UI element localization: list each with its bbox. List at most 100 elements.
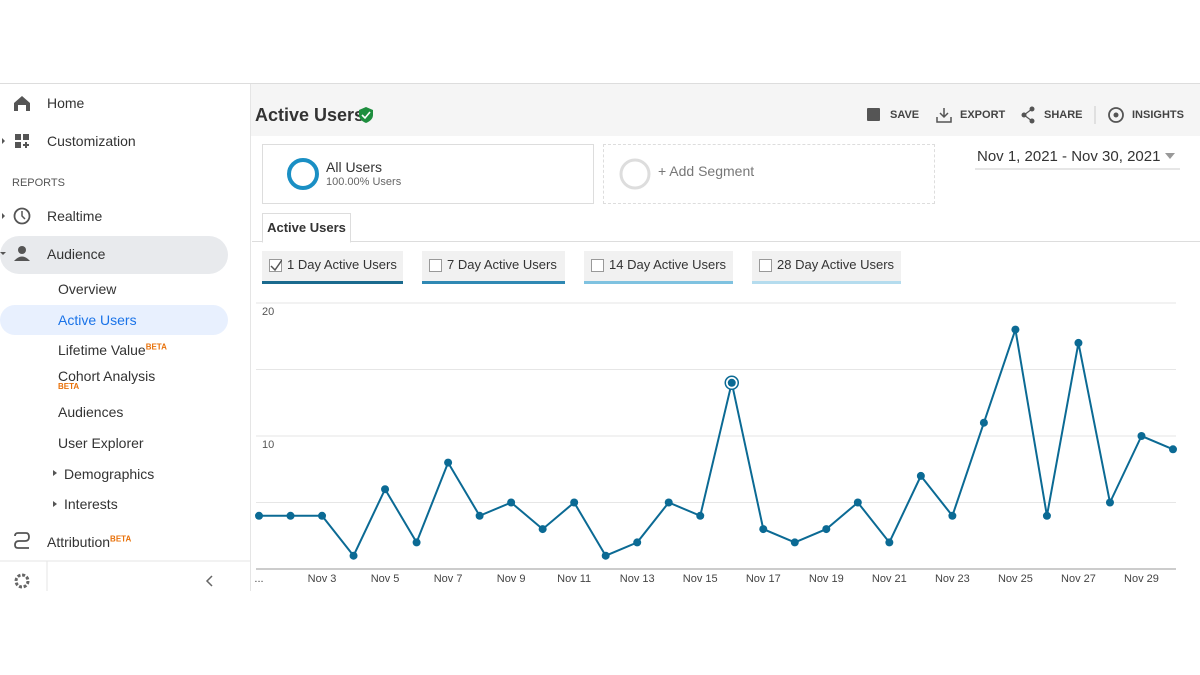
export-icon[interactable]	[936, 108, 952, 123]
checkbox[interactable]	[759, 259, 772, 272]
data-point	[853, 498, 862, 507]
add-segment[interactable]: + Add Segment	[603, 144, 935, 204]
y-tick-label: 20	[262, 306, 274, 318]
segment-card[interactable]: All Users 100.00% Users	[262, 144, 594, 204]
nav-subitem[interactable]: Audiences	[58, 404, 124, 420]
nav-subitem[interactable]: User Explorer	[58, 435, 144, 451]
data-point	[538, 525, 547, 534]
x-tick-label: Nov 5	[371, 573, 400, 585]
x-tick-label: Nov 7	[434, 573, 463, 585]
x-tick-label: ...	[254, 573, 263, 585]
dropdown-caret	[1165, 153, 1175, 159]
beta-badge: BETA	[145, 342, 167, 352]
save-icon[interactable]	[867, 108, 880, 121]
data-point	[286, 511, 295, 520]
settings-icon[interactable]	[14, 573, 30, 589]
collapse-icon[interactable]	[205, 575, 213, 587]
x-tick-label: Nov 27	[1061, 573, 1096, 585]
beta-badge: BETA	[58, 382, 80, 391]
nav-subitem[interactable]: Cohort Analysis	[58, 368, 156, 384]
x-tick-label: Nov 17	[746, 573, 781, 585]
data-point	[318, 511, 327, 520]
segment-name: All Users	[326, 159, 383, 175]
metric-toggle[interactable]: 14 Day Active Users	[584, 251, 733, 284]
caret	[0, 252, 6, 255]
nav-item[interactable]: Realtime	[47, 208, 103, 224]
insights-icon[interactable]	[1108, 107, 1124, 123]
save-button[interactable]: SAVE	[890, 109, 920, 121]
nav-subitem[interactable]: Demographics	[64, 466, 155, 482]
nav-item[interactable]: AttributionBETA	[47, 534, 131, 550]
series-line	[259, 329, 1174, 558]
customization-icon	[15, 134, 29, 148]
nav-subitem[interactable]: Active Users	[58, 312, 137, 328]
add-segment-label: + Add Segment	[658, 163, 755, 179]
data-point	[727, 378, 736, 387]
nav-item[interactable]: Home	[47, 95, 85, 111]
caret	[53, 470, 57, 476]
x-tick-label: Nov 13	[620, 573, 655, 585]
segment-ring	[287, 158, 319, 190]
nav-label: Attribution	[47, 534, 111, 550]
metric-toggle[interactable]: 1 Day Active Users	[262, 251, 403, 284]
nav-active-bg	[0, 305, 228, 335]
data-point	[885, 538, 894, 547]
x-tick-label: Nov 19	[809, 573, 844, 585]
tab[interactable]: Active Users	[262, 213, 351, 243]
data-point	[664, 498, 673, 507]
data-point	[759, 525, 768, 534]
date-range[interactable]: Nov 1, 2021 - Nov 30, 2021	[977, 148, 1161, 165]
caret	[53, 501, 57, 507]
segment-ring	[619, 158, 651, 190]
nav-item[interactable]: Customization	[47, 133, 136, 149]
report-header	[251, 84, 1200, 136]
segment-ring	[287, 158, 319, 190]
checkbox[interactable]	[429, 259, 442, 272]
export-button[interactable]: EXPORT	[960, 109, 1006, 121]
data-point	[570, 498, 579, 507]
data-point	[255, 511, 263, 520]
caret	[2, 138, 5, 144]
home-icon	[14, 96, 30, 111]
data-point	[1011, 325, 1020, 334]
sidebar-icons	[0, 96, 250, 591]
data-point	[412, 538, 421, 547]
caret	[2, 213, 5, 219]
checkbox[interactable]	[269, 259, 283, 272]
data-point	[1169, 445, 1177, 454]
data-point	[948, 511, 957, 520]
date-decoration	[975, 153, 1180, 170]
metric-toggle[interactable]: 28 Day Active Users	[752, 251, 901, 284]
nav-subitem[interactable]: Lifetime ValueBETA	[58, 342, 167, 358]
nav-subitem[interactable]: Overview	[58, 281, 117, 297]
share-button[interactable]: SHARE	[1044, 109, 1083, 121]
y-tick-label: 10	[262, 439, 274, 451]
x-tick-label: Nov 25	[998, 573, 1033, 585]
data-point	[444, 458, 453, 467]
data-point	[696, 511, 705, 520]
data-point	[1105, 498, 1114, 507]
metric-toggle[interactable]: 7 Day Active Users	[422, 251, 565, 284]
nav-label: Lifetime Value	[58, 342, 146, 358]
beta-badge: BETA	[110, 534, 132, 544]
report-title: Active Users	[255, 105, 365, 125]
nav-subitem[interactable]: Interests	[64, 496, 118, 512]
segment-share: 100.00% Users	[326, 176, 402, 188]
insights-icon	[1113, 112, 1119, 118]
x-tick-label: Nov 29	[1124, 573, 1159, 585]
verified-check	[361, 111, 371, 120]
sidebar: Home Customization REPORTS Realtime Audi…	[0, 84, 251, 591]
nav-item[interactable]: Audience	[47, 246, 106, 262]
person-icon	[14, 256, 30, 261]
data-point	[1137, 432, 1146, 440]
nav-section: REPORTS	[12, 177, 65, 189]
clock-icon	[13, 207, 31, 225]
checkbox[interactable]	[591, 259, 604, 272]
data-point	[601, 551, 610, 560]
insights-button[interactable]: INSIGHTS	[1132, 109, 1184, 121]
data-point	[633, 538, 642, 547]
attribution-icon	[14, 532, 30, 549]
person-icon	[18, 246, 26, 254]
top-border	[0, 83, 1200, 84]
